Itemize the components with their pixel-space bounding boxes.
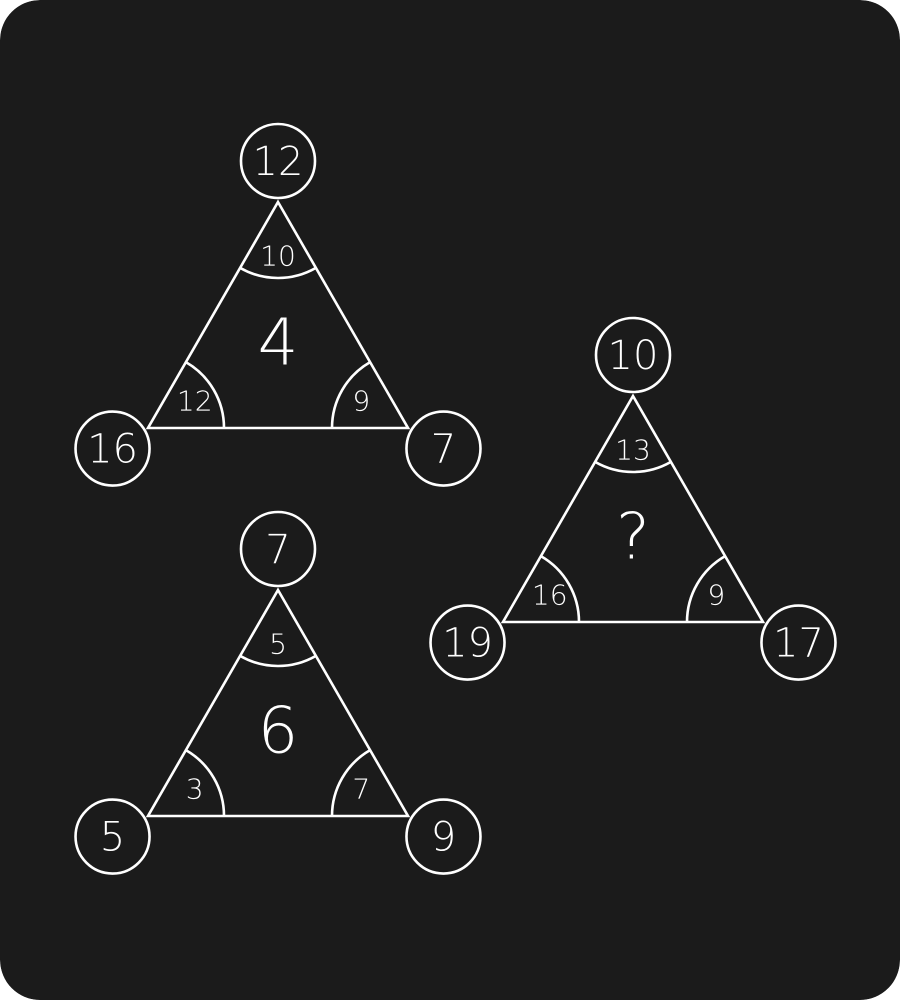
angle-arc-top xyxy=(239,266,317,280)
angle-number-left: 12 xyxy=(177,384,213,417)
angle-number-left: 3 xyxy=(186,772,204,805)
triangle-top-left: 12 16 7 10 12 9 4 xyxy=(74,122,482,487)
center-number: 6 xyxy=(258,695,299,769)
angle-number-top: 13 xyxy=(615,434,651,467)
vertex-number-top: 10 xyxy=(608,333,659,379)
angle-number-right: 7 xyxy=(352,772,370,805)
center-number: ? xyxy=(616,501,650,575)
vertex-circle-top xyxy=(239,122,317,200)
vertex-circle-right xyxy=(760,604,837,681)
angle-number-top: 10 xyxy=(260,240,296,273)
vertex-circle-top xyxy=(594,316,672,394)
vertex-number-left: 5 xyxy=(100,815,125,861)
vertex-circle-left xyxy=(429,604,506,681)
triangle-outline xyxy=(500,393,766,624)
vertex-number-left: 16 xyxy=(87,427,138,473)
triangle-right: 10 19 17 13 16 9 ? xyxy=(429,316,837,681)
vertex-number-top: 12 xyxy=(253,139,304,185)
triangle-outline xyxy=(145,587,411,818)
angle-arc-right xyxy=(330,748,371,817)
vertex-circle-left xyxy=(74,410,151,487)
angle-arc-left xyxy=(540,554,581,623)
center-number: 4 xyxy=(258,307,299,381)
angle-arc-right xyxy=(330,360,371,429)
angle-arc-left xyxy=(185,360,226,429)
angle-number-left: 16 xyxy=(532,578,568,611)
vertex-number-left: 19 xyxy=(442,621,493,667)
angle-number-right: 9 xyxy=(707,578,725,611)
vertex-circle-right xyxy=(405,798,482,875)
angle-arc-top xyxy=(239,654,317,668)
vertex-number-right: 17 xyxy=(773,621,824,667)
angle-arc-top xyxy=(594,460,672,474)
vertex-number-right: 9 xyxy=(431,815,456,861)
angle-number-top: 5 xyxy=(269,628,287,661)
vertex-number-right: 7 xyxy=(431,427,456,473)
angle-arc-left xyxy=(185,748,226,817)
vertex-number-top: 7 xyxy=(265,527,290,573)
angle-number-right: 9 xyxy=(352,384,370,417)
angle-arc-right xyxy=(685,554,726,623)
triangle-outline xyxy=(145,199,411,430)
vertex-circle-right xyxy=(405,410,482,487)
vertex-circle-top xyxy=(239,510,317,588)
vertex-circle-left xyxy=(74,798,151,875)
triangle-bottom-left: 7 5 9 5 3 7 6 xyxy=(74,510,482,875)
